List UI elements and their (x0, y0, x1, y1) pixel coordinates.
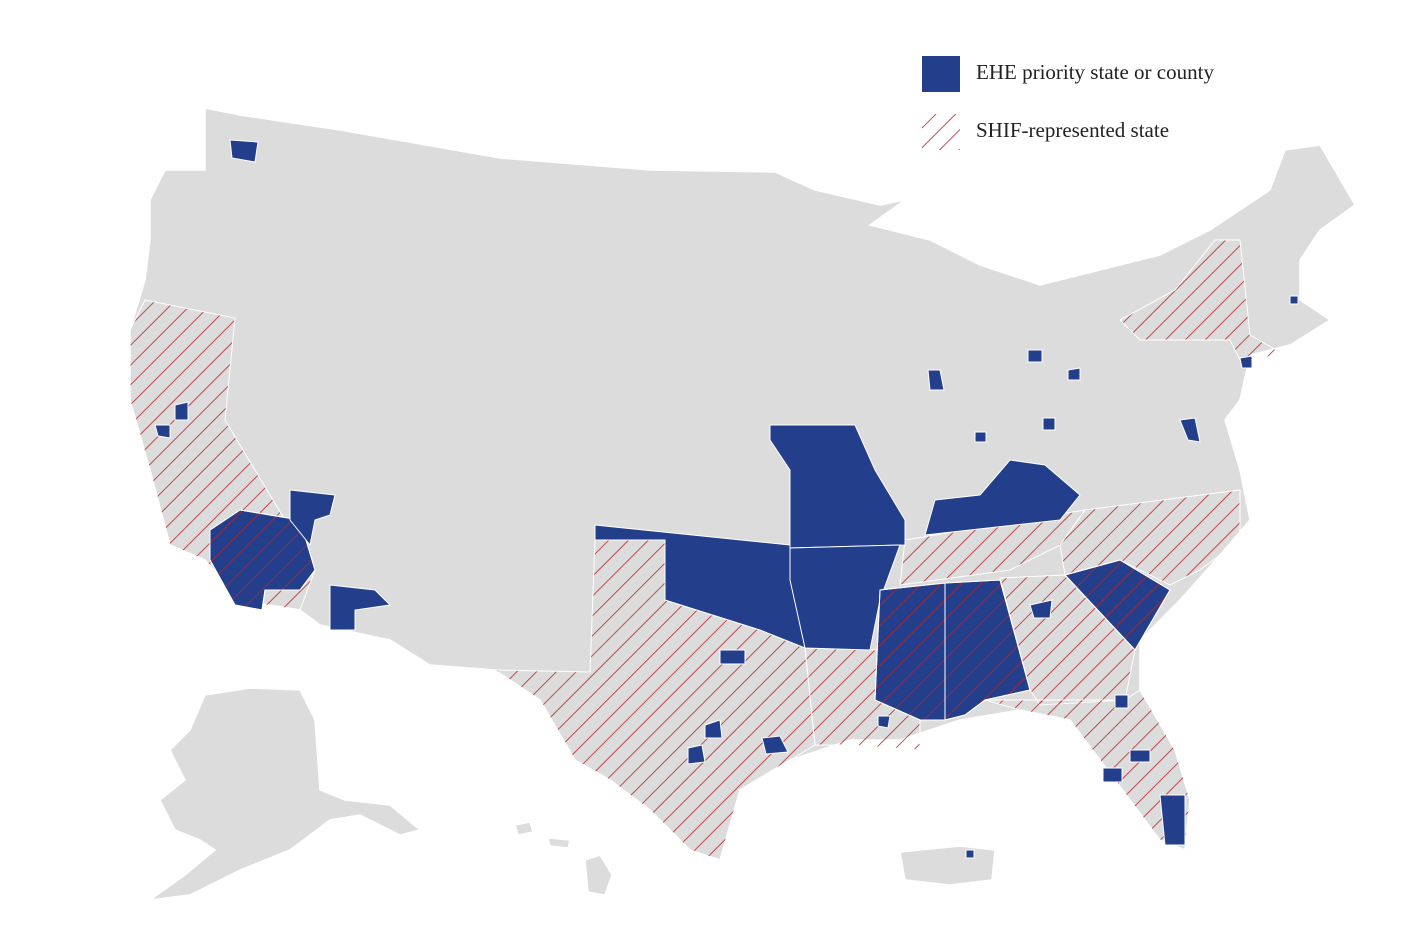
hawaii-islands (514, 821, 534, 836)
ehe-county (1114, 694, 1129, 709)
ehe-county (761, 735, 789, 755)
legend-label: SHIF-represented state (976, 118, 1169, 142)
ehe-county (1027, 349, 1043, 363)
shif-state (944, 579, 1031, 721)
ehe-county (229, 139, 259, 163)
shif-state (1119, 239, 1287, 361)
ehe-county (927, 369, 945, 391)
legend-swatch (922, 114, 960, 150)
alaska (149, 687, 422, 901)
ehe-county (1067, 367, 1081, 381)
puerto-rico (899, 845, 996, 886)
ehe-county (974, 431, 987, 443)
ehe-state (789, 544, 901, 651)
shif-state (1064, 559, 1171, 651)
ehe-county (1239, 355, 1253, 369)
ehe-state (769, 424, 906, 549)
shif-state (209, 509, 316, 611)
ehe-county (687, 744, 706, 765)
ehe-county (877, 715, 891, 729)
ehe-county (1179, 417, 1201, 443)
hawaii (584, 854, 613, 896)
ehe-state (924, 459, 1081, 536)
hawaii-islands (547, 837, 571, 849)
ehe-county (154, 424, 171, 439)
ehe-county (965, 849, 975, 859)
ehe-county (719, 649, 746, 665)
ehe-county (329, 584, 392, 631)
legend-label: EHE priority state or county (976, 60, 1214, 84)
ehe-county (1289, 295, 1299, 305)
ehe-county (1102, 767, 1123, 783)
ehe-county (174, 401, 189, 421)
ehe-county (704, 719, 723, 739)
shif-state (874, 582, 946, 721)
ehe-county (1042, 417, 1056, 431)
ehe-county (1159, 794, 1186, 846)
ehe-county (1129, 749, 1151, 763)
legend-swatch (922, 56, 960, 92)
shif-state (984, 689, 1191, 851)
ehe-county (1029, 599, 1053, 619)
shif-state (1059, 489, 1241, 586)
ehe-county (289, 489, 336, 547)
